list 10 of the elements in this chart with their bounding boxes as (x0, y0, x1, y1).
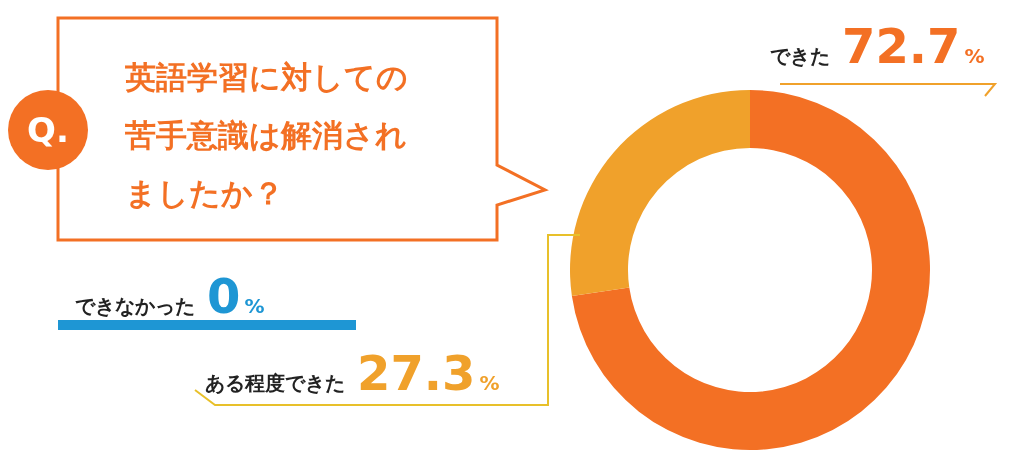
data-label: 72.7% (842, 18, 985, 74)
category-label: できなかった (75, 294, 195, 318)
slice-label: ある程度できた (205, 370, 345, 397)
donut-slice (570, 90, 750, 296)
text: Q. (8, 90, 88, 170)
slice-label: できた (770, 43, 830, 70)
data-label: 27.3% (357, 345, 500, 401)
text: 0% (207, 268, 265, 324)
donut-slice (571, 90, 930, 450)
text: 英語学習に対しての苦手意識は解消されましたか？ (125, 58, 409, 213)
